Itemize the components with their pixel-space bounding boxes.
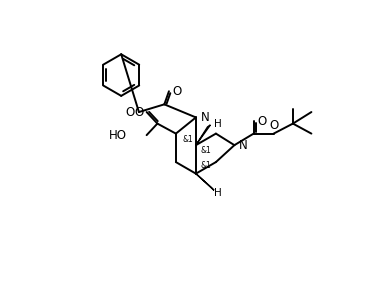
Text: &1: &1	[200, 146, 211, 155]
Text: N: N	[239, 139, 248, 152]
Text: O: O	[134, 105, 144, 119]
Text: H: H	[214, 188, 222, 198]
Text: &1: &1	[182, 135, 193, 144]
Text: N: N	[200, 111, 209, 124]
Text: O: O	[173, 85, 182, 98]
Polygon shape	[196, 125, 210, 145]
Text: O: O	[258, 115, 267, 128]
Text: HO: HO	[109, 129, 127, 142]
Text: O: O	[269, 119, 278, 132]
Polygon shape	[196, 174, 214, 190]
Text: &1: &1	[200, 161, 211, 171]
Text: H: H	[214, 119, 221, 129]
Text: O: O	[126, 105, 135, 119]
